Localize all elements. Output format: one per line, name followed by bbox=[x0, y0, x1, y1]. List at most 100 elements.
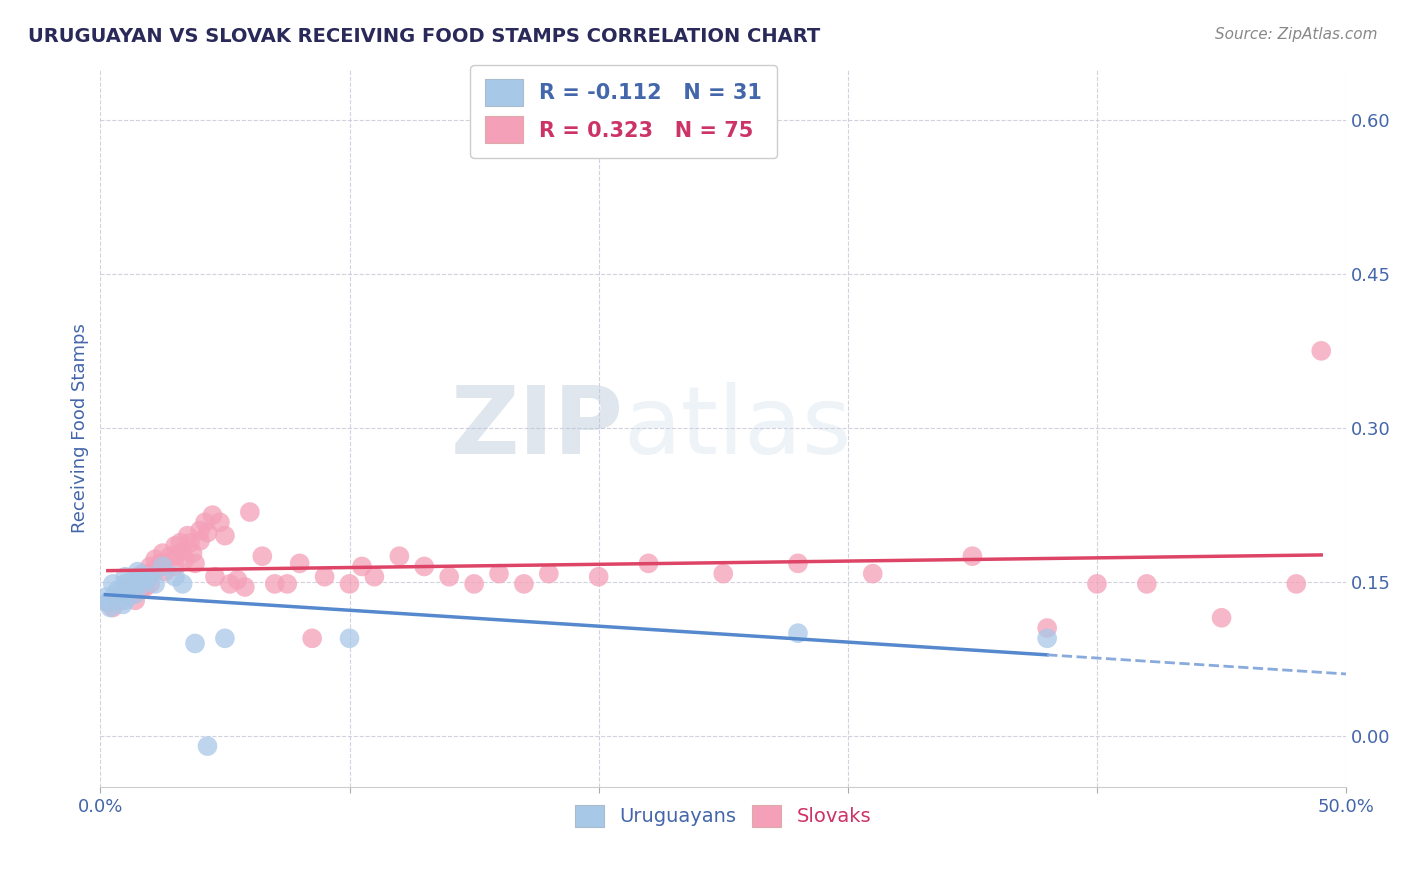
Point bbox=[107, 587, 129, 601]
Legend: Uruguayans, Slovaks: Uruguayans, Slovaks bbox=[567, 797, 879, 835]
Point bbox=[862, 566, 884, 581]
Point bbox=[165, 539, 187, 553]
Point bbox=[107, 583, 129, 598]
Point bbox=[169, 536, 191, 550]
Point bbox=[176, 528, 198, 542]
Point bbox=[98, 600, 121, 615]
Point bbox=[165, 559, 187, 574]
Point bbox=[139, 566, 162, 581]
Point bbox=[787, 557, 810, 571]
Point bbox=[139, 577, 162, 591]
Point bbox=[1136, 577, 1159, 591]
Point bbox=[252, 549, 274, 564]
Point bbox=[131, 577, 153, 591]
Point bbox=[114, 585, 136, 599]
Point bbox=[204, 570, 226, 584]
Point bbox=[1085, 577, 1108, 591]
Point bbox=[110, 593, 132, 607]
Point bbox=[165, 549, 187, 564]
Point bbox=[288, 557, 311, 571]
Text: atlas: atlas bbox=[624, 382, 852, 474]
Point bbox=[194, 516, 217, 530]
Point bbox=[143, 562, 166, 576]
Point bbox=[111, 598, 134, 612]
Point bbox=[101, 600, 124, 615]
Point bbox=[350, 559, 373, 574]
Point bbox=[134, 580, 156, 594]
Point bbox=[127, 577, 149, 591]
Point bbox=[181, 546, 204, 560]
Point bbox=[131, 566, 153, 581]
Point bbox=[1036, 632, 1059, 646]
Point bbox=[214, 528, 236, 542]
Point bbox=[121, 587, 143, 601]
Point bbox=[201, 508, 224, 522]
Point bbox=[139, 559, 162, 574]
Point bbox=[233, 580, 256, 594]
Point bbox=[159, 549, 181, 564]
Point bbox=[165, 570, 187, 584]
Point bbox=[97, 595, 120, 609]
Point bbox=[120, 580, 142, 594]
Point bbox=[152, 559, 174, 574]
Text: ZIP: ZIP bbox=[451, 382, 624, 474]
Point bbox=[127, 570, 149, 584]
Point bbox=[388, 549, 411, 564]
Point bbox=[172, 544, 194, 558]
Point bbox=[301, 632, 323, 646]
Point bbox=[197, 525, 219, 540]
Point bbox=[1310, 343, 1333, 358]
Point bbox=[339, 577, 361, 591]
Point bbox=[110, 589, 132, 603]
Point bbox=[97, 595, 120, 609]
Point bbox=[120, 574, 142, 589]
Point bbox=[124, 593, 146, 607]
Point bbox=[208, 516, 231, 530]
Point bbox=[129, 583, 152, 598]
Point bbox=[787, 626, 810, 640]
Point bbox=[124, 587, 146, 601]
Point bbox=[127, 565, 149, 579]
Point bbox=[134, 573, 156, 587]
Point bbox=[174, 552, 197, 566]
Point bbox=[276, 577, 298, 591]
Point bbox=[314, 570, 336, 584]
Point bbox=[114, 570, 136, 584]
Point bbox=[172, 577, 194, 591]
Point bbox=[339, 632, 361, 646]
Point bbox=[152, 557, 174, 571]
Point bbox=[134, 573, 156, 587]
Point bbox=[214, 632, 236, 646]
Point bbox=[143, 577, 166, 591]
Point bbox=[711, 566, 734, 581]
Y-axis label: Receiving Food Stamps: Receiving Food Stamps bbox=[72, 323, 89, 533]
Point bbox=[188, 533, 211, 548]
Point bbox=[413, 559, 436, 574]
Point bbox=[1211, 611, 1233, 625]
Point bbox=[226, 573, 249, 587]
Point bbox=[94, 591, 117, 605]
Text: URUGUAYAN VS SLOVAK RECEIVING FOOD STAMPS CORRELATION CHART: URUGUAYAN VS SLOVAK RECEIVING FOOD STAMP… bbox=[28, 27, 820, 45]
Point bbox=[637, 557, 659, 571]
Point bbox=[437, 570, 460, 584]
Point bbox=[513, 577, 536, 591]
Point bbox=[101, 577, 124, 591]
Point bbox=[239, 505, 262, 519]
Point bbox=[463, 577, 485, 591]
Point bbox=[1285, 577, 1308, 591]
Text: Source: ZipAtlas.com: Source: ZipAtlas.com bbox=[1215, 27, 1378, 42]
Point bbox=[104, 587, 127, 601]
Point bbox=[197, 739, 219, 753]
Point bbox=[114, 585, 136, 599]
Point bbox=[114, 577, 136, 591]
Point bbox=[114, 582, 136, 596]
Point bbox=[537, 566, 560, 581]
Point bbox=[143, 552, 166, 566]
Point bbox=[149, 557, 172, 571]
Point bbox=[114, 593, 136, 607]
Point bbox=[121, 580, 143, 594]
Point bbox=[114, 577, 136, 591]
Point bbox=[152, 546, 174, 560]
Point bbox=[588, 570, 610, 584]
Point bbox=[184, 557, 207, 571]
